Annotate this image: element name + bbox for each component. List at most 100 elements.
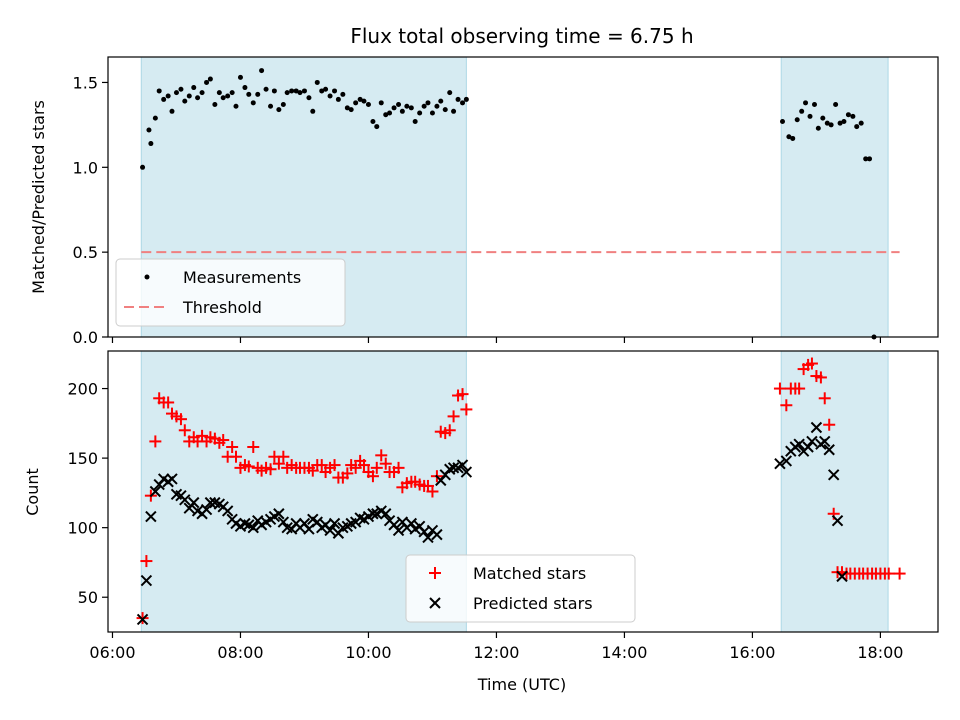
y-tick-label: 1.0 bbox=[73, 158, 98, 177]
matched-star-point bbox=[392, 461, 405, 474]
x-tick-label: 14:00 bbox=[601, 643, 647, 662]
measurement-point bbox=[408, 105, 414, 111]
measurement-point bbox=[186, 93, 192, 99]
measurement-point bbox=[332, 88, 338, 94]
bottom-plot-frame bbox=[107, 350, 939, 633]
predicted-star-point bbox=[810, 421, 823, 434]
measurement-point bbox=[178, 86, 184, 92]
measurement-point bbox=[306, 95, 312, 101]
measurement-point bbox=[837, 120, 843, 126]
measurement-point bbox=[370, 118, 376, 124]
measurement-point bbox=[335, 96, 341, 102]
measurement-point bbox=[173, 90, 179, 96]
predicted-star-point bbox=[823, 444, 835, 456]
matched-star-point bbox=[349, 461, 362, 474]
legend-measurements-label: Measurements bbox=[183, 268, 301, 287]
matched-star-point bbox=[162, 396, 175, 409]
legend-matched-marker bbox=[429, 567, 441, 579]
measurement-point bbox=[383, 112, 389, 118]
measurement-point bbox=[146, 127, 152, 133]
measurement-point bbox=[225, 93, 231, 99]
y-tick-label: 0.0 bbox=[73, 328, 98, 347]
predicted-star-point bbox=[273, 508, 285, 520]
matched-star-point bbox=[315, 459, 328, 472]
predicted-star-point bbox=[145, 510, 157, 523]
measurement-point bbox=[807, 113, 813, 119]
measurement-point bbox=[421, 103, 427, 109]
measurement-point bbox=[271, 88, 277, 94]
x-tick-label: 08:00 bbox=[217, 643, 263, 662]
y-tick-label: 200 bbox=[67, 380, 98, 399]
measurement-point bbox=[460, 100, 466, 106]
measurement-point bbox=[182, 98, 188, 104]
measurement-point bbox=[268, 103, 274, 109]
measurement-point bbox=[310, 108, 316, 114]
measurement-point bbox=[799, 108, 805, 114]
matched-star-point bbox=[773, 382, 786, 395]
predicted-star-point bbox=[367, 508, 379, 520]
y-tick-label: 150 bbox=[67, 449, 98, 468]
measurement-point bbox=[378, 100, 384, 106]
predicted-star-point bbox=[324, 524, 336, 537]
predicted-star-point bbox=[328, 517, 341, 530]
matched-star-point bbox=[805, 357, 818, 370]
measurement-point bbox=[216, 90, 222, 96]
measurement-point bbox=[396, 102, 402, 108]
x-tick-label: 16:00 bbox=[729, 643, 775, 662]
measurement-point bbox=[353, 100, 359, 106]
bottom-legend: Matched stars Predicted stars bbox=[405, 554, 636, 623]
measurement-point bbox=[152, 115, 158, 121]
matched-star-point bbox=[818, 392, 831, 405]
matched-star-point bbox=[149, 435, 162, 448]
x-tick-label: 12:00 bbox=[473, 643, 519, 662]
measurement-point bbox=[220, 95, 226, 101]
predicted-star-point bbox=[136, 613, 149, 626]
measurement-point bbox=[323, 86, 329, 92]
measurement-point bbox=[412, 118, 418, 124]
predicted-star-point bbox=[793, 438, 805, 450]
measurement-point bbox=[387, 110, 393, 116]
measurement-point bbox=[463, 96, 469, 102]
predicted-star-point bbox=[179, 494, 191, 506]
matched-star-point bbox=[893, 567, 906, 580]
matched-star-point bbox=[357, 459, 370, 472]
measurement-point bbox=[786, 134, 792, 140]
measurement-point bbox=[289, 88, 295, 94]
measurement-point bbox=[434, 103, 440, 109]
predicted-star-point bbox=[221, 505, 234, 517]
predicted-star-point bbox=[247, 521, 259, 534]
top-legend: Measurements Threshold bbox=[115, 258, 346, 327]
measurement-point bbox=[811, 102, 817, 108]
matched-star-point bbox=[247, 440, 260, 453]
predicted-star-point bbox=[149, 485, 162, 498]
measurement-point bbox=[195, 95, 201, 101]
measurement-point bbox=[293, 88, 299, 94]
measurement-point bbox=[250, 100, 256, 106]
measurement-point bbox=[237, 74, 243, 80]
matched-star-point bbox=[174, 413, 187, 426]
measurement-point bbox=[246, 91, 252, 97]
matched-star-point bbox=[140, 555, 153, 568]
measurement-point bbox=[447, 90, 453, 96]
y-tick-label: 50 bbox=[78, 588, 98, 607]
bottom-panel: 50 100 150 200 06:00 08:00 10:00 12:00 14:00 16:… bbox=[23, 350, 939, 694]
measurement-point bbox=[297, 90, 303, 96]
matched-star-point bbox=[366, 470, 379, 483]
measurement-point bbox=[374, 124, 380, 130]
predicted-star-point bbox=[431, 528, 443, 541]
measurement-point bbox=[327, 93, 333, 99]
bottom-y-axis-label: Count bbox=[23, 468, 42, 516]
measurement-point bbox=[229, 90, 235, 96]
measurement-point bbox=[161, 96, 167, 102]
top-y-axis-label: Matched/Predicted stars bbox=[29, 100, 48, 294]
measurement-point bbox=[867, 156, 873, 162]
measurement-point bbox=[404, 103, 410, 109]
predicted-star-point bbox=[392, 524, 405, 537]
measurement-point bbox=[280, 102, 286, 108]
observing-window bbox=[780, 56, 889, 338]
predicted-star-point bbox=[204, 496, 217, 509]
measurement-point bbox=[199, 90, 205, 96]
matched-star-point bbox=[341, 467, 354, 480]
measurement-point bbox=[429, 110, 435, 116]
chart-title: Flux total observing time = 6.75 h bbox=[350, 24, 693, 48]
